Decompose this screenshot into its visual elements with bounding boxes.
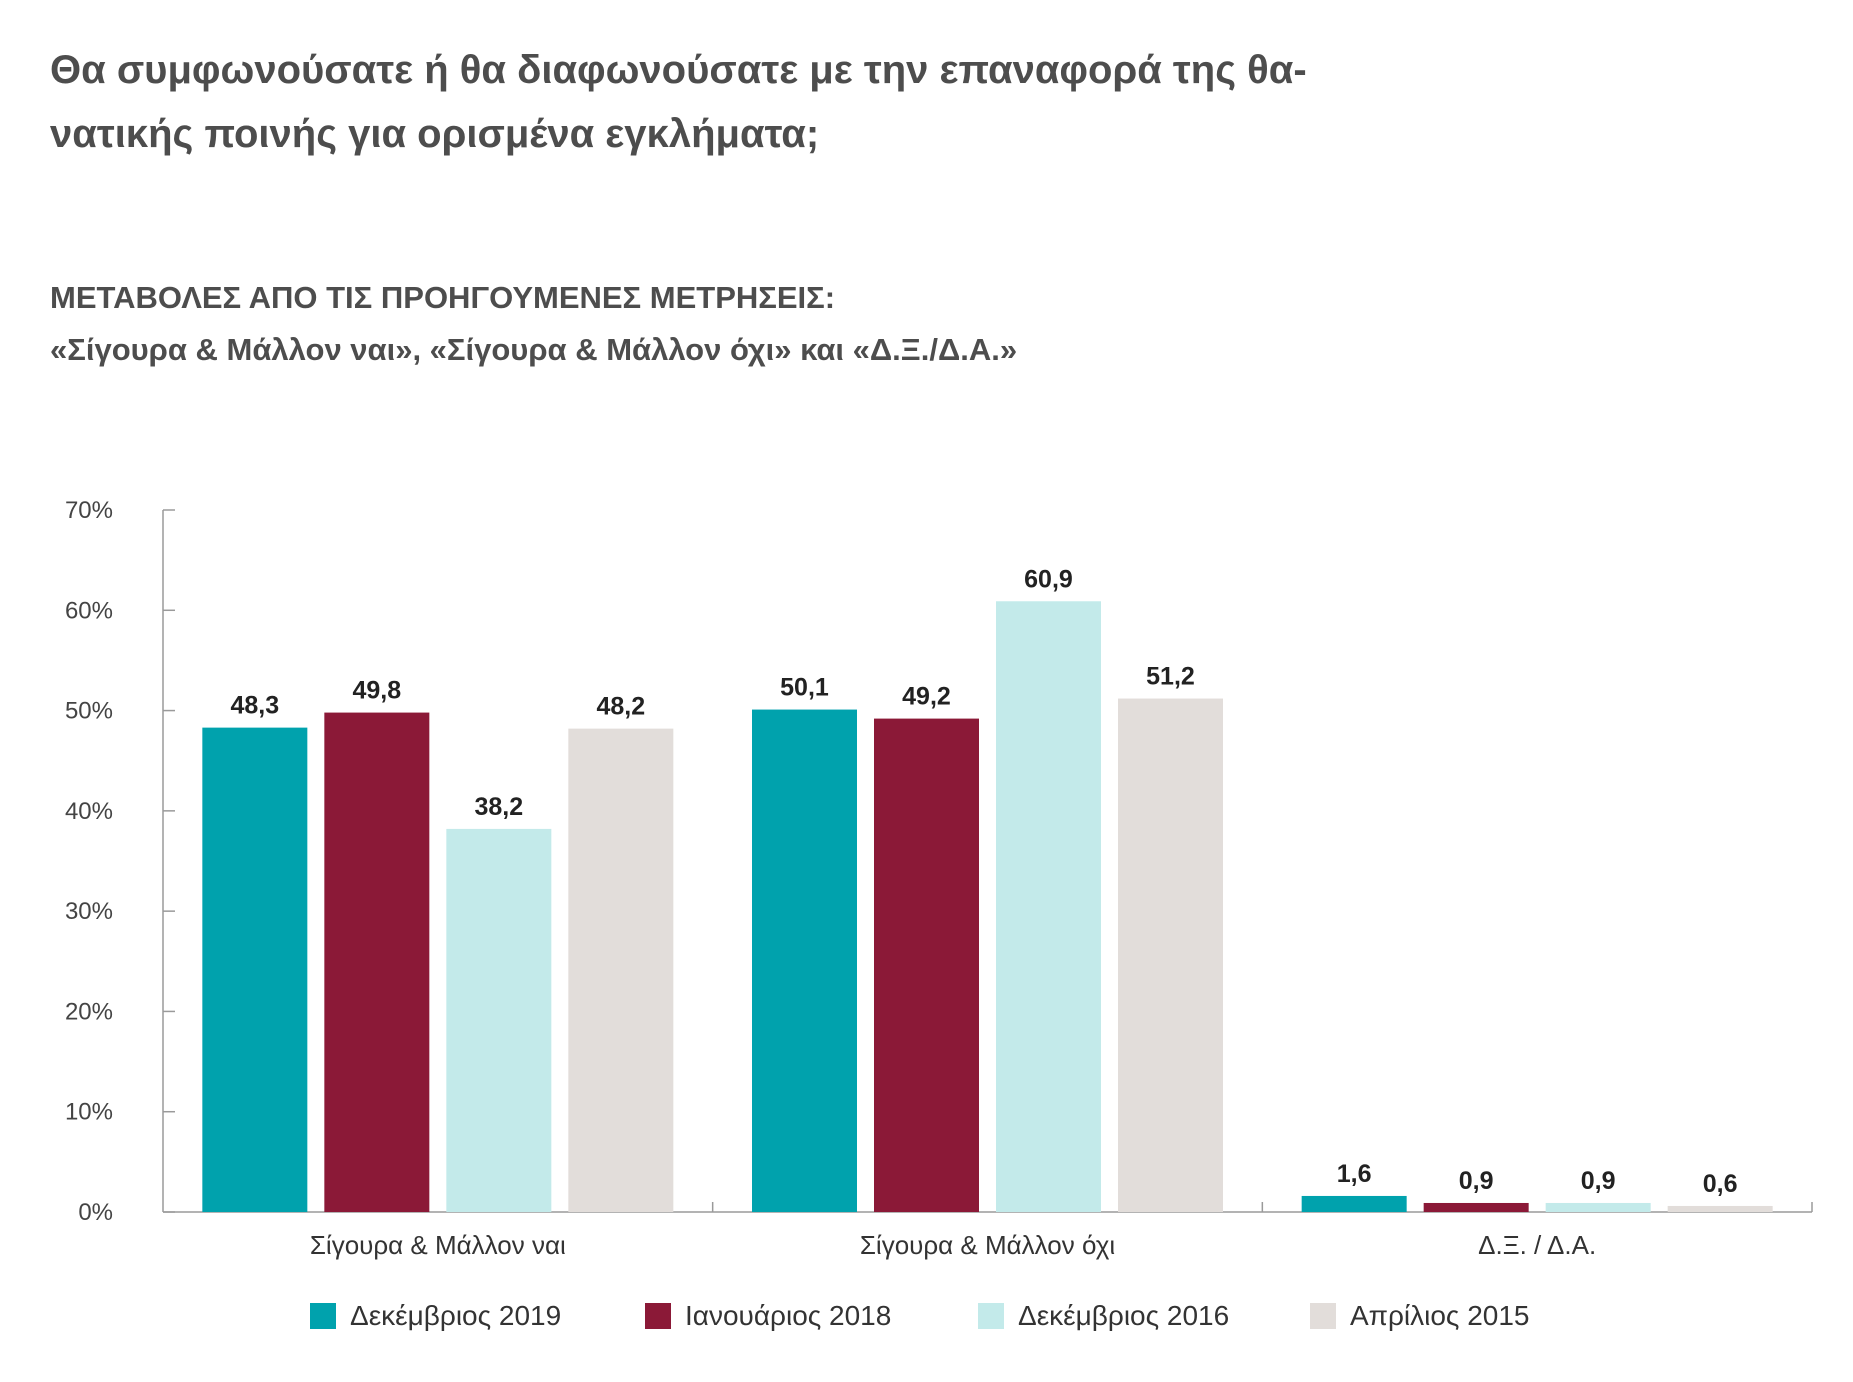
category-label: Σίγουρα & Μάλλον ναι [310, 1230, 566, 1260]
legend-swatch [978, 1303, 1004, 1329]
legend-item: Απρίλιος 2015 [1310, 1300, 1530, 1332]
bar [752, 709, 857, 1212]
y-tick-label: 0% [78, 1199, 113, 1226]
bar [1545, 1202, 1651, 1212]
data-label: 48,3 [230, 692, 279, 720]
chart-subtitle-line2: «Σίγουρα & Μάλλον ναι», «Σίγουρα & Μάλλο… [50, 332, 1018, 367]
y-tick-label: 60% [65, 597, 113, 624]
legend-label: Δεκέμβριος 2019 [350, 1300, 562, 1331]
bar [1301, 1195, 1407, 1212]
bar [202, 727, 308, 1212]
data-label: 0,9 [1459, 1167, 1494, 1195]
chart-legend: Δεκέμβριος 2019 Ιανουάριος 2018 Δεκέμβριος… [0, 1300, 1853, 1350]
y-tick-label: 20% [65, 998, 113, 1025]
bar [1423, 1202, 1529, 1212]
data-label: 1,6 [1337, 1160, 1372, 1188]
bar [1118, 698, 1223, 1212]
chart-subtitle: ΜΕΤΑΒΟΛΕΣ ΑΠΟ ΤΙΣ ΠΡΟΗΓΟΥΜΕΝΕΣ ΜΕΤΡΗΣΕΙΣ… [50, 272, 1550, 376]
data-label: 49,8 [352, 677, 401, 705]
legend-item: Δεκέμβριος 2016 [978, 1300, 1229, 1332]
data-label: 50,1 [780, 674, 829, 702]
data-label: 51,2 [1146, 663, 1195, 691]
legend-swatch [645, 1303, 671, 1329]
legend-swatch [310, 1303, 336, 1329]
data-label: 0,6 [1703, 1170, 1738, 1198]
bar [568, 728, 674, 1212]
bar [874, 718, 979, 1212]
data-label: 48,2 [596, 693, 645, 721]
category-label: Δ.Ξ. / Δ.Α. [1478, 1230, 1596, 1260]
legend-label: Δεκέμβριος 2016 [1018, 1300, 1230, 1331]
legend-label: Ιανουάριος 2018 [685, 1300, 892, 1331]
legend-label: Απρίλιος 2015 [1350, 1300, 1530, 1331]
data-label: 38,2 [474, 793, 523, 821]
bar [446, 828, 552, 1212]
bar [1667, 1205, 1773, 1212]
chart-title-line1: Θα συμφωνούσατε ή θα διαφωνούσατε με την… [50, 48, 1307, 92]
chart-title: Θα συμφωνούσατε ή θα διαφωνούσατε με την… [50, 38, 1550, 166]
chart-subtitle-line1: ΜΕΤΑΒΟΛΕΣ ΑΠΟ ΤΙΣ ΠΡΟΗΓΟΥΜΕΝΕΣ ΜΕΤΡΗΣΕΙΣ… [50, 280, 836, 315]
legend-item: Ιανουάριος 2018 [645, 1300, 891, 1332]
bar-chart: 0% 10% 20% 30% 40% 50% 60% 70% 48,3 49,8 38,2 48,2 Σ… [65, 497, 1813, 1260]
y-tick-label: 30% [65, 898, 113, 925]
y-tick-label: 50% [65, 698, 113, 725]
data-label: 0,9 [1581, 1167, 1616, 1195]
y-tick-label: 40% [65, 798, 113, 825]
bar [996, 601, 1101, 1212]
y-tick-label: 10% [65, 1099, 113, 1126]
category-label: Σίγουρα & Μάλλον όχι [860, 1230, 1116, 1260]
bar [324, 712, 430, 1212]
chart-title-line2: νατικής ποινής για ορισμένα εγκλήματα; [50, 112, 820, 156]
y-tick-label: 70% [65, 497, 113, 524]
legend-item: Δεκέμβριος 2019 [310, 1300, 561, 1332]
legend-swatch [1310, 1303, 1336, 1329]
data-label: 60,9 [1024, 565, 1073, 593]
data-label: 49,2 [902, 683, 951, 711]
